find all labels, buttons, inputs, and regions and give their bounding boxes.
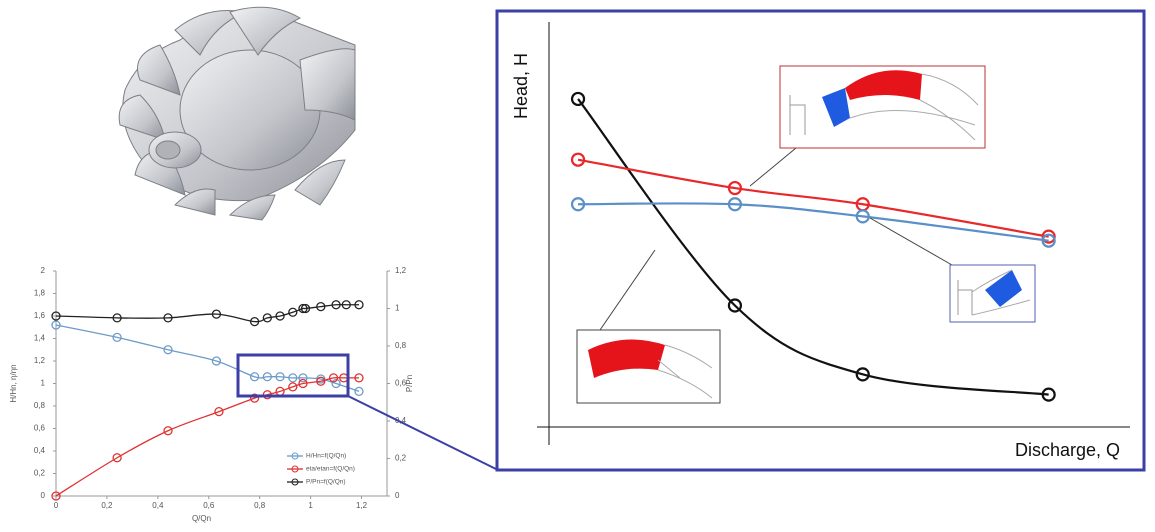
legend-label: eta/etan=f(Q/Qn) [306,466,355,473]
large-chart: Discharge, Q Head, H [511,22,1130,460]
data-point [298,373,308,383]
series-line [55,324,360,392]
zoom-box [236,353,350,398]
series-line [577,98,1049,396]
data-point [727,298,743,313]
data-point [275,311,285,321]
y-tick-label: 1,2 [34,356,46,365]
y-tick-label: 1 [41,379,46,388]
x-axis-label: Q/Qn [192,514,211,523]
data-point [211,309,222,319]
y-tick-label: 2 [41,266,46,275]
y2-tick-label: 0 [395,491,400,500]
data-point [288,382,298,392]
data-point [249,316,260,327]
y2-axis-label: P/Pn [405,375,414,392]
data-point [855,367,870,382]
legend-marker [291,452,299,460]
data-point [262,313,272,323]
data-point [112,332,122,343]
x-tick-label: 1,2 [356,501,368,510]
data-point [112,313,122,323]
data-point [51,311,61,321]
data-point [1041,229,1056,244]
data-point [354,300,364,310]
x-tick-label: 0,4 [152,501,164,510]
data-point [249,393,260,403]
y-tick-label: 0,6 [34,424,46,433]
y-tick-label: 0 [41,491,46,500]
data-point [341,300,351,310]
series-line [55,376,359,497]
legend-marker [291,465,299,473]
inset-bottom [576,249,721,404]
legend-marker [291,478,299,486]
data-point [570,152,586,167]
data-point [316,376,326,386]
legend-label: P/Pn=f(Q/Qn) [306,479,346,486]
y-tick-label: 0,4 [34,446,46,455]
data-point [163,313,173,323]
y-tick-label: 0,8 [34,401,46,410]
x-tick-label: 0 [54,501,59,510]
data-point [288,373,298,383]
data-point [298,303,308,314]
data-point [249,372,260,382]
data-point [354,386,364,397]
y2-tick-label: 0,8 [395,341,407,350]
series-line [578,202,1049,242]
data-point [298,378,308,389]
data-point [275,372,285,382]
y-tick-label: 1,4 [34,334,46,343]
data-point [288,307,298,317]
impeller-render [118,6,356,221]
data-point [855,209,870,224]
data-point [1041,233,1056,248]
data-point [211,356,222,366]
y-axis-label: H/Hn, η/ηn [9,364,18,402]
inset-right [869,217,1036,323]
data-point [328,373,339,383]
data-point [316,301,326,312]
data-point [727,180,743,196]
data-point [727,197,743,212]
x-axis-label: Discharge, Q [1015,440,1120,460]
data-point [112,453,122,463]
x-tick-label: 0,2 [101,501,113,510]
y2-tick-label: 0,6 [395,379,407,388]
data-point [300,303,311,314]
x-tick-label: 0,8 [254,501,266,510]
data-point [354,373,364,383]
series-line [577,158,1049,238]
x-tick-label: 1 [308,501,313,510]
data-point [262,372,272,382]
zoom-connector [347,395,499,471]
inset-top [749,65,986,187]
small-chart: 0 0,2 0,4 0,6 0,8 1 1,2 0 0,2 0,4 0,6 0,8 1 1,2 1,4 1,6… [9,266,414,523]
data-point [163,426,173,436]
detail-frame [495,9,1146,472]
y2-tick-label: 0,4 [395,416,407,425]
y-tick-label: 1,6 [34,311,46,320]
y2-tick-label: 1,2 [395,266,407,275]
series-line [55,303,359,323]
y2-tick-label: 0,2 [395,454,407,463]
data-point [51,320,61,330]
y-tick-label: 1,8 [34,289,46,298]
data-point [331,378,341,389]
data-point [163,345,173,355]
y-tick-label: 0,2 [34,469,46,478]
data-point [570,197,586,212]
data-point [570,91,586,107]
y2-tick-label: 1 [395,304,400,313]
data-point [331,300,341,310]
y-axis-label: Head, H [511,53,531,119]
data-point [214,406,224,417]
x-tick-label: 0,6 [203,501,215,510]
data-point [1041,387,1056,402]
data-point [51,491,61,501]
legend-label: H/Hn=f(Q/Qn) [306,453,346,460]
